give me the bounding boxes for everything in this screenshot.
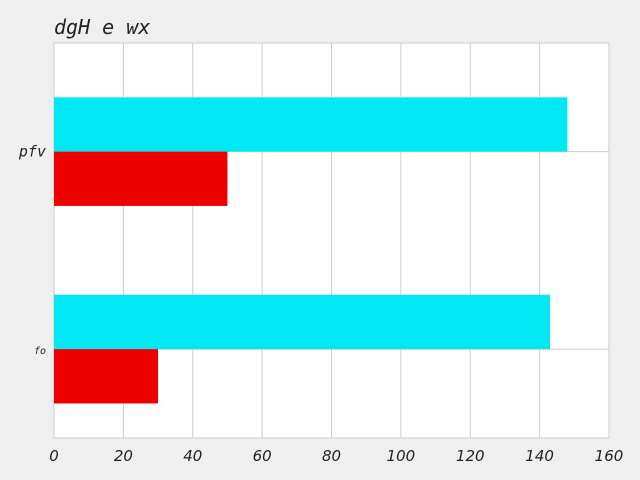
bar-series-2-pfv [54,151,228,206]
x-tick-label: 80 [322,447,341,465]
bar-series-1-pfv [54,97,568,152]
x-tick-label: 160 [595,447,624,465]
y-tick-labels: pfv fo [18,143,46,358]
bars [54,97,568,404]
bar-series-2-fo [54,349,159,404]
x-tick-label: 140 [525,447,554,465]
x-tick-labels: 0 20 40 60 80 100 120 140 160 [49,447,623,465]
bar-series-1-fo [54,294,551,350]
x-tick-label: 100 [387,447,416,465]
chart-title: dgH e wx [54,15,150,39]
x-tick-label: 0 [49,447,59,465]
x-tick-label: 120 [456,447,485,465]
x-tick-label: 60 [253,447,272,465]
y-tick-label: fo [34,346,46,357]
y-tick-label: pfv [18,143,46,161]
x-tick-label: 40 [183,447,202,465]
x-tick-label: 20 [114,447,133,465]
